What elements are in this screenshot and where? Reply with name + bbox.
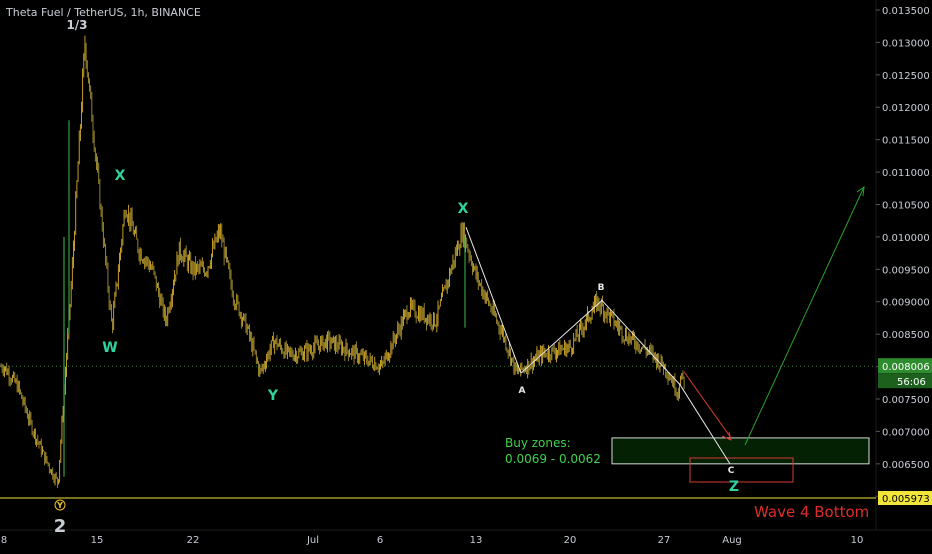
red-arrow-line	[683, 371, 732, 439]
buy-zones-range: 0.0069 - 0.0062	[505, 452, 601, 466]
support-price-value: 0.005973	[882, 494, 930, 505]
wave-label-y: Y	[267, 388, 279, 404]
wave-label-z: Z	[729, 479, 739, 495]
y-tick-label: 0.013000	[882, 38, 930, 49]
current-price-badge	[878, 358, 932, 374]
x-tick-label: 20	[564, 535, 577, 546]
wave-label-2: 2	[54, 516, 67, 537]
y-tick-label: 0.011000	[882, 168, 930, 179]
countdown-badge	[878, 373, 932, 389]
y-tick-label: 0.009000	[882, 298, 930, 309]
countdown-value: 56:06	[897, 377, 926, 388]
red-target-box[interactable]	[689, 457, 794, 483]
buy-zones-label: Buy zones:	[505, 436, 571, 450]
wave-label-a: A	[519, 386, 526, 396]
x-tick-label: 10	[851, 535, 864, 546]
green-projection-line	[744, 186, 865, 446]
green-arrow-head	[856, 185, 865, 197]
y-tick-label: 0.012500	[882, 71, 930, 82]
x-tick-label: 27	[658, 535, 671, 546]
x-tick-label: 8	[1, 535, 7, 546]
buy-zone-box[interactable]	[611, 437, 870, 465]
wave-label-y-circle: Y	[56, 501, 63, 510]
y-tick-label: 0.007500	[882, 395, 930, 406]
y-tick-label: 0.006500	[882, 460, 930, 471]
x-tick-label: 13	[470, 535, 483, 546]
y-tick-label: 0.008500	[882, 330, 930, 341]
wave-circle-marker	[54, 499, 66, 511]
y-tick-label: 0.012000	[882, 103, 930, 114]
candlestick-series	[0, 35, 685, 488]
y-tick-label: 0.010000	[882, 233, 930, 244]
chart-title: Theta Fuel / TetherUS, 1h, BINANCE	[6, 6, 201, 19]
y-tick-label: 0.009500	[882, 265, 930, 276]
y-tick-label: 0.010500	[882, 200, 930, 211]
abc-wave-path	[465, 227, 731, 465]
wave-label-1-3: 1/3	[66, 18, 87, 32]
wave-label-b: B	[598, 283, 605, 293]
support-price-badge	[878, 491, 932, 505]
y-tick-label: 0.013500	[882, 6, 930, 17]
red-arrow-head	[721, 431, 732, 441]
y-tick-label: 0.007000	[882, 427, 930, 438]
y-tick-label: 0.011500	[882, 136, 930, 147]
x-tick-label: 6	[377, 535, 383, 546]
wave-label-x2: X	[458, 201, 469, 217]
current-price-value: 0.008006	[882, 362, 930, 373]
wave-label-x1: X	[115, 168, 126, 184]
x-tick-label: Jul	[306, 535, 319, 546]
x-tick-label: 22	[187, 535, 200, 546]
wave-label-w: W	[102, 340, 117, 356]
x-tick-label: 15	[91, 535, 104, 546]
x-tick-label: Aug	[722, 535, 742, 546]
wave-label-c: C	[728, 466, 735, 476]
wave4-bottom-label: Wave 4 Bottom	[754, 503, 869, 521]
